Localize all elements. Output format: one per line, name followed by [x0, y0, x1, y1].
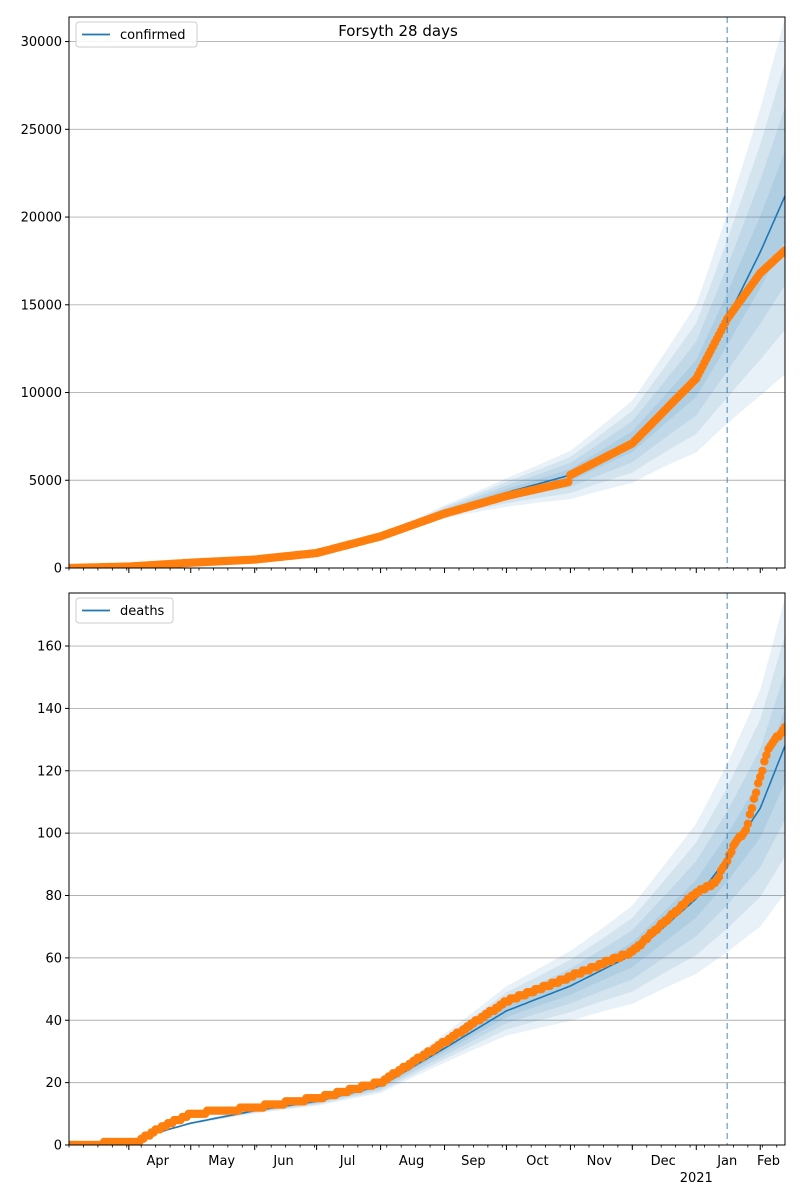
y-tick-label: 0 — [54, 562, 62, 577]
uncertainty-band-2 — [69, 62, 785, 568]
x-tick-label: Jan — [716, 1154, 737, 1169]
x-tick-label: Oct — [526, 1154, 548, 1169]
observed-series — [69, 246, 785, 568]
legend-label: deaths — [120, 604, 165, 619]
legend-box — [75, 21, 198, 48]
x-tick-label: Jun — [272, 1154, 293, 1169]
y-tick-label: 10000 — [21, 386, 62, 401]
legend: confirmed — [75, 21, 198, 48]
observed-point — [758, 766, 767, 775]
y-tick-label: 20000 — [21, 211, 62, 226]
y-tick-label: 15000 — [21, 298, 62, 313]
x-year-label: 2021 — [680, 1171, 713, 1186]
y-tick-label: 30000 — [21, 35, 62, 50]
legend: deaths — [75, 597, 174, 624]
uncertainty-band-1 — [69, 598, 785, 1145]
observed-point — [780, 246, 785, 255]
observed-point — [743, 819, 753, 828]
observed-point — [751, 788, 761, 797]
y-tick-label: 5000 — [29, 474, 62, 489]
x-tick-label: May — [208, 1154, 235, 1169]
x-tick-label: Aug — [399, 1154, 424, 1169]
observed-series — [69, 722, 785, 1145]
observed-point — [780, 722, 785, 732]
uncertainty-band-4 — [69, 708, 785, 1145]
y-tick-label: 80 — [45, 889, 62, 904]
x-tick-label: Apr — [146, 1154, 169, 1169]
y-tick-label: 160 — [37, 640, 62, 655]
x-tick-label: Nov — [587, 1154, 613, 1169]
axes-frame — [68, 592, 786, 1146]
legend-box — [75, 597, 174, 624]
x-tick-label: Dec — [651, 1154, 676, 1169]
x-tick-label: Sep — [461, 1154, 486, 1169]
legend-label: confirmed — [120, 28, 186, 43]
y-tick-label: 60 — [45, 951, 62, 966]
y-tick-label: 0 — [54, 1139, 62, 1154]
x-tick-label: Jul — [339, 1154, 356, 1169]
y-tick-label: 20 — [45, 1076, 62, 1091]
uncertainty-band-4 — [69, 151, 785, 568]
y-tick-label: 100 — [37, 827, 62, 842]
observed-point — [564, 477, 573, 487]
y-tick-label: 25000 — [21, 123, 62, 138]
deaths-panel: 0 20 40 60 80 100 120 140 160 Apr May Jun Jul Aug Sep O… — [37, 592, 786, 1186]
observed-point — [747, 804, 757, 813]
y-tick-label: 140 — [37, 702, 62, 717]
plot-area — [69, 17, 785, 568]
chart-title: Forsyth 28 days — [338, 22, 458, 40]
confirmed-panel: 0 5000 10000 15000 20000 25000 30000 confirmed — [21, 16, 786, 577]
uncertainty-band-1 — [69, 17, 785, 568]
plot-area — [69, 598, 785, 1145]
axes-frame — [68, 16, 786, 569]
y-tick-label: 120 — [37, 764, 62, 779]
x-tick-label: Feb — [757, 1154, 780, 1169]
y-tick-label: 40 — [45, 1014, 62, 1029]
